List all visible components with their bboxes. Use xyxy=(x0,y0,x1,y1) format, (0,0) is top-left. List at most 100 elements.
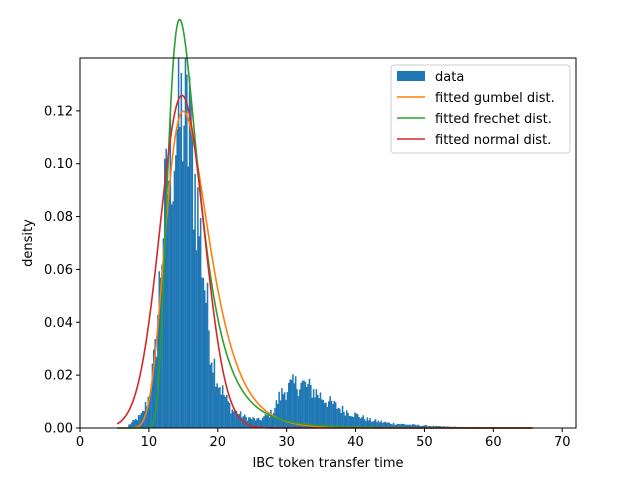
histogram-bar xyxy=(237,414,239,428)
histogram-bar xyxy=(187,166,189,428)
histogram-bar xyxy=(166,194,169,428)
histogram-bar xyxy=(432,425,435,428)
histogram-bar xyxy=(179,127,181,428)
histogram-bar xyxy=(341,405,344,428)
histogram-bar xyxy=(190,97,192,429)
x-axis-ticks: 0 10 20 30 40 50 60 70 xyxy=(76,428,571,450)
histogram-bar xyxy=(336,408,338,428)
y-tick-label: 0.00 xyxy=(44,422,73,437)
histogram-bar xyxy=(183,125,185,428)
histogram-bar xyxy=(305,386,308,428)
x-tick-label: 30 xyxy=(278,435,295,450)
histogram-bar xyxy=(367,420,370,428)
histogram-bar xyxy=(254,420,257,428)
histogram-bar xyxy=(424,425,426,428)
histogram-bar xyxy=(224,396,227,428)
y-tick-label: 0.04 xyxy=(44,316,73,331)
histogram-bar xyxy=(192,229,195,428)
histogram-bar xyxy=(191,132,194,428)
histogram-bar xyxy=(303,380,305,428)
histogram-bar xyxy=(376,422,378,428)
x-tick-label: 60 xyxy=(485,435,502,450)
histogram-bar xyxy=(263,416,265,428)
histogram-bar xyxy=(358,417,360,428)
histogram-bar xyxy=(228,403,231,428)
histogram-bar xyxy=(270,409,272,428)
histogram-bar xyxy=(275,400,278,428)
histogram-bar xyxy=(352,416,355,428)
histogram-bar xyxy=(221,385,224,428)
histogram-bar xyxy=(271,416,274,428)
histogram-bar xyxy=(322,399,325,428)
histogram-bar xyxy=(395,424,398,428)
histogram-bar xyxy=(158,271,161,428)
histogram-bar xyxy=(148,396,151,428)
histogram-bar xyxy=(282,394,285,428)
histogram-bar xyxy=(384,421,387,428)
histogram-bar xyxy=(293,383,296,428)
histogram-bar xyxy=(377,420,380,428)
histogram-bar xyxy=(139,415,141,428)
histogram-bar xyxy=(312,389,315,428)
legend-box xyxy=(390,64,571,154)
histogram-bar xyxy=(373,420,375,428)
histogram-bar xyxy=(162,238,165,428)
histogram-bar xyxy=(435,425,437,428)
histogram-bar xyxy=(307,383,309,428)
histogram-bar xyxy=(388,422,391,428)
histogram-bar xyxy=(407,424,410,428)
histogram-bar xyxy=(267,413,269,428)
y-tick-label: 0.12 xyxy=(44,104,73,119)
histogram-bar xyxy=(146,406,148,428)
histogram-bar xyxy=(318,398,320,428)
histogram-bar xyxy=(354,412,356,428)
histogram-bar xyxy=(278,391,280,428)
histogram-bar xyxy=(257,417,260,428)
histogram-bar xyxy=(161,264,163,428)
histogram-bar xyxy=(136,420,139,428)
histogram-bar xyxy=(205,302,207,428)
histogram-bar xyxy=(210,362,213,428)
y-axis-ticks: 0.00 0.02 0.04 0.06 0.08 0.10 0.12 xyxy=(44,104,80,437)
histogram-bar xyxy=(175,155,177,428)
x-tick-label: 70 xyxy=(554,435,571,450)
y-tick-label: 0.06 xyxy=(44,263,73,278)
histogram-bar xyxy=(153,349,155,428)
histogram-bar xyxy=(347,412,349,428)
histogram-bar xyxy=(286,392,289,428)
histogram-bar xyxy=(385,422,388,428)
histogram-bar xyxy=(231,409,234,428)
y-axis-label: density xyxy=(21,219,36,267)
histogram-bar xyxy=(241,417,243,428)
histogram-bar xyxy=(217,387,220,428)
histogram-bar xyxy=(340,412,342,428)
histogram-bar xyxy=(216,383,218,428)
histogram-bar xyxy=(421,425,424,428)
histogram-bar xyxy=(361,417,363,428)
histogram-bar xyxy=(288,382,290,428)
histogram-bar xyxy=(168,180,170,428)
histogram-bar xyxy=(142,410,144,428)
histogram-bar xyxy=(332,404,334,428)
x-tick-label: 20 xyxy=(210,435,227,450)
histogram-bar xyxy=(383,422,385,428)
histogram-bar xyxy=(234,411,236,428)
histogram-bar xyxy=(301,380,304,428)
histogram-bar xyxy=(329,396,331,428)
histogram-bar xyxy=(410,425,413,428)
histogram-bar xyxy=(348,415,351,428)
histogram-bar xyxy=(392,422,395,428)
histogram-bar xyxy=(248,417,250,428)
histogram-bar xyxy=(264,414,267,428)
histogram-bar xyxy=(220,394,223,428)
histogram-bar xyxy=(202,278,205,428)
histogram-bar xyxy=(140,412,143,428)
histogram-bar xyxy=(215,386,217,428)
histogram-bar xyxy=(401,423,403,428)
histogram-bar xyxy=(308,378,311,428)
histogram-bar xyxy=(266,415,268,428)
histogram-bar xyxy=(208,330,210,428)
histogram-bar xyxy=(272,413,275,428)
histogram-bar xyxy=(398,424,400,428)
